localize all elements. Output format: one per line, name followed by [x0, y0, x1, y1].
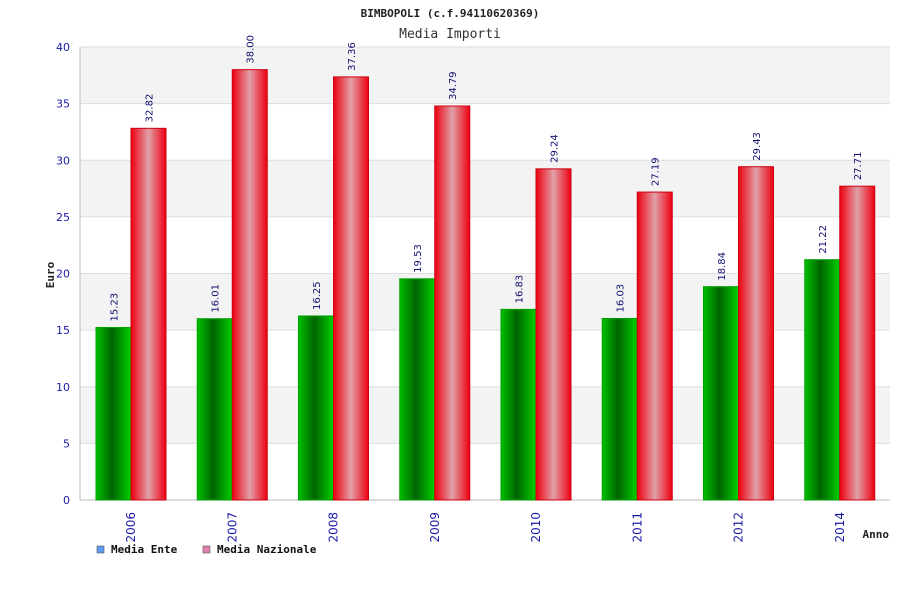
data-label: 16.03: [616, 284, 627, 313]
bar-media-ente: [601, 317, 638, 501]
data-label: 29.24: [550, 134, 561, 163]
legend: Media Ente Media Nazionale: [96, 543, 317, 556]
x-tick-label: 2014: [833, 512, 847, 543]
x-axis: 2006 2007 2008 2009 2010 2011 2012 2014: [124, 512, 847, 543]
grid-band: [80, 47, 890, 104]
data-label: 29.43: [752, 132, 763, 161]
bar-media-ente: [298, 315, 334, 501]
bar-media-ente: [399, 278, 436, 501]
x-tick-label: 2011: [630, 512, 644, 543]
y-axis-label: Euro: [44, 261, 57, 288]
x-tick-label: 2008: [327, 512, 341, 543]
data-label: 27.71: [853, 152, 864, 181]
data-label: 32.82: [145, 94, 156, 123]
legend-label-media-nazionale: Media Nazionale: [217, 543, 317, 556]
chart-title: BIMBOPOLI (c.f.94110620369): [361, 7, 540, 20]
y-tick-label: 25: [56, 211, 70, 224]
y-axis: 0 5 10 15 20 25 30 35 40: [56, 41, 70, 507]
data-label: 16.25: [312, 281, 323, 310]
legend-swatch-media-nazionale: [202, 545, 211, 554]
y-tick-label: 5: [63, 437, 70, 450]
bar-media-nazionale: [535, 168, 572, 501]
grid-band: [80, 103, 890, 161]
bar-media-nazionale: [333, 76, 369, 501]
bar-media-nazionale: [434, 105, 471, 501]
bar-media-nazionale: [636, 191, 673, 501]
x-tick-label: 2012: [732, 512, 746, 543]
x-tick-label: 2007: [225, 512, 239, 543]
bar-media-nazionale: [738, 166, 774, 501]
bar-media-ente: [703, 286, 739, 501]
x-tick-label: 2010: [529, 512, 543, 543]
y-tick-label: 15: [56, 324, 70, 337]
bars-group: 15.23 32.82 16.01 38.00 16.25 37.36 19.53 34.79…: [95, 35, 876, 501]
legend-label-media-ente: Media Ente: [111, 543, 178, 556]
data-label: 21.22: [818, 225, 829, 254]
y-tick-label: 0: [63, 494, 70, 507]
data-label: 18.84: [717, 252, 728, 281]
chart-subtitle: Media Importi: [399, 27, 501, 42]
y-tick-label: 35: [56, 98, 70, 111]
x-tick-label: 2006: [124, 512, 138, 543]
data-label: 38.00: [246, 35, 257, 64]
data-label: 27.19: [651, 157, 662, 186]
bar-media-ente: [500, 308, 537, 501]
data-label: 37.36: [347, 42, 358, 71]
y-tick-label: 10: [56, 381, 70, 394]
data-label: 15.23: [110, 293, 121, 322]
bar-media-nazionale: [839, 185, 876, 501]
data-label: 16.01: [211, 284, 222, 313]
x-axis-label: Anno: [863, 528, 890, 541]
x-tick-label: 2009: [428, 512, 442, 543]
y-tick-label: 20: [56, 268, 70, 281]
legend-swatch-media-ente: [96, 545, 105, 554]
data-label: 19.53: [413, 244, 424, 273]
y-tick-label: 30: [56, 154, 70, 167]
bar-media-nazionale: [231, 69, 268, 501]
data-label: 34.79: [448, 71, 459, 100]
bar-media-ente: [95, 327, 132, 501]
bar-media-nazionale: [130, 127, 167, 501]
bar-media-ente: [196, 318, 233, 501]
data-label: 16.83: [515, 275, 526, 304]
y-tick-label: 40: [56, 41, 70, 54]
bar-media-ente: [804, 259, 841, 501]
